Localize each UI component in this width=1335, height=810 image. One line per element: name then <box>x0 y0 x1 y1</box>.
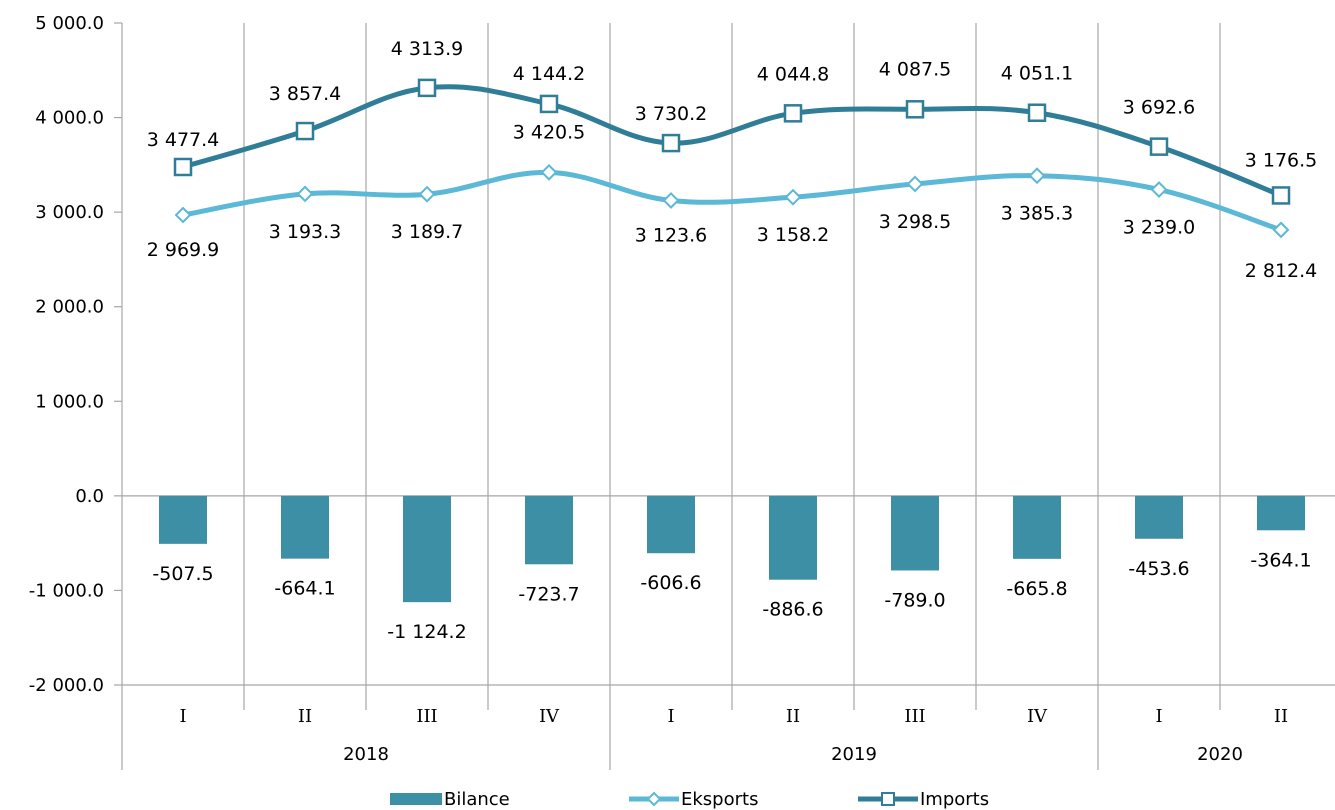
point-marker <box>296 185 314 203</box>
y-tick-label: 0.0 <box>75 486 104 507</box>
point-marker <box>418 185 436 203</box>
bar <box>525 495 573 565</box>
x-group-label: 2020 <box>1197 744 1243 765</box>
line-data-label: 3 730.2 <box>635 103 708 125</box>
point-marker <box>1027 103 1047 122</box>
y-tick-label: 4 000.0 <box>35 108 104 129</box>
line-data-label: 3 189.7 <box>391 221 464 243</box>
bar-data-label: -664.1 <box>274 578 335 600</box>
bar-data-label: -1 124.2 <box>387 621 466 643</box>
bar <box>891 495 939 571</box>
point-marker <box>1149 137 1169 156</box>
line-data-label: 3 857.4 <box>269 83 342 105</box>
point-marker <box>540 163 558 181</box>
x-tick-label: III <box>416 706 437 727</box>
bar <box>1135 495 1183 539</box>
point-marker <box>417 78 437 98</box>
legend: Bilance Eksports Imports <box>0 788 1335 810</box>
bar-data-label: -886.6 <box>762 599 823 621</box>
y-tick-label: 5 000.0 <box>35 13 104 34</box>
point-marker <box>1028 167 1046 185</box>
x-group-label: 2018 <box>343 744 389 765</box>
line-data-label: 4 144.2 <box>513 63 586 85</box>
bar <box>769 495 817 580</box>
bar-data-label: -364.1 <box>1250 549 1311 571</box>
point-marker <box>905 100 925 119</box>
series-line-eksports <box>182 169 1282 233</box>
legend-item-imports: Imports <box>858 788 989 810</box>
line-data-label: 4 313.9 <box>391 38 464 60</box>
y-tick-label: -2 000.0 <box>29 675 104 696</box>
legend-label-imports: Imports <box>920 788 990 810</box>
chart: 5 000.0 4 000.0 3 000.0 2 000.0 1 000.0 0.0 -1… <box>29 13 1335 770</box>
x-tick-label: II <box>1274 706 1288 727</box>
line-data-label: 3 298.5 <box>879 211 952 233</box>
legend-label-eksports: Eksports <box>681 788 759 810</box>
point-marker <box>661 133 681 153</box>
line-data-label: 3 239.0 <box>1123 217 1196 239</box>
y-tick-label: -1 000.0 <box>29 580 104 601</box>
x-tick-label: I <box>667 706 674 727</box>
bar <box>403 495 451 603</box>
line-data-label: 3 158.2 <box>757 224 830 246</box>
bar-data-label: -606.6 <box>640 572 701 594</box>
x-tick-label: I <box>1155 706 1162 727</box>
bar <box>647 495 695 554</box>
y-tick-label: 2 000.0 <box>35 297 104 318</box>
line-data-label: 2 812.4 <box>1245 260 1318 282</box>
x-tick-label: II <box>786 706 800 727</box>
point-marker <box>295 121 315 141</box>
line-data-label: 4 051.1 <box>1001 63 1074 85</box>
bar <box>1257 495 1305 531</box>
line-data-label: 3 477.4 <box>147 129 220 151</box>
legend-label-bilance: Bilance <box>444 788 510 810</box>
point-marker <box>1271 186 1291 205</box>
line-data-label: 3 176.5 <box>1245 149 1318 171</box>
x-tick-label: II <box>298 706 312 727</box>
bar-data-label: -507.5 <box>152 563 213 585</box>
x-group-label: 2019 <box>831 744 877 765</box>
x-tick-label: I <box>179 706 186 727</box>
line-data-label: 3 420.5 <box>513 121 586 143</box>
legend-item-eksports: Eksports <box>629 788 758 810</box>
bar-data-label: -453.6 <box>1128 558 1189 580</box>
legend-swatch-imports <box>858 792 918 806</box>
point-marker <box>784 188 802 206</box>
legend-swatch-eksports <box>629 791 679 807</box>
x-tick-label: IV <box>1027 706 1048 727</box>
x-tick-label: III <box>904 706 925 727</box>
line-data-label: 2 969.9 <box>147 239 220 261</box>
bar-data-label: -789.0 <box>884 589 945 611</box>
y-tick-label: 3 000.0 <box>35 202 104 223</box>
point-marker <box>173 157 193 177</box>
legend-item-bilance: Bilance <box>390 788 510 810</box>
line-data-label: 3 193.3 <box>269 221 342 243</box>
point-marker <box>539 94 559 114</box>
y-tick-label: 1 000.0 <box>35 391 104 412</box>
point-marker <box>1272 221 1290 239</box>
bar-data-label: -723.7 <box>518 583 579 605</box>
line-data-label: 3 123.6 <box>635 224 708 246</box>
line-data-label: 4 087.5 <box>879 58 952 80</box>
bar <box>1013 495 1061 559</box>
point-marker <box>783 104 803 123</box>
point-marker <box>1150 181 1168 198</box>
bar <box>159 495 207 544</box>
bar <box>281 495 329 559</box>
legend-swatch-bilance <box>390 793 442 805</box>
line-data-label: 4 044.8 <box>757 63 830 85</box>
point-marker <box>662 192 680 209</box>
series-line-imports <box>182 84 1282 198</box>
point-marker <box>174 206 192 224</box>
line-data-label: 3 692.6 <box>1123 97 1196 119</box>
x-tick-label: IV <box>539 706 560 727</box>
point-marker <box>906 175 924 193</box>
bar-data-label: -665.8 <box>1006 578 1067 600</box>
line-data-label: 3 385.3 <box>1001 203 1074 225</box>
